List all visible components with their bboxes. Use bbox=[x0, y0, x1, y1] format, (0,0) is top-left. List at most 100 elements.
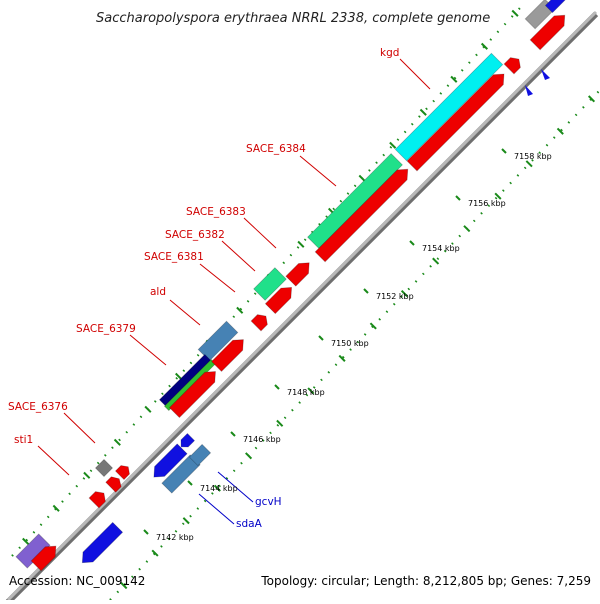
gc-dash bbox=[338, 354, 346, 362]
gc-skew-dots bbox=[11, 7, 600, 601]
gene-label-sace-6381[interactable]: SACE_6381 bbox=[144, 251, 204, 263]
backbone bbox=[6, 10, 598, 602]
cds-6379[interactable] bbox=[168, 371, 216, 419]
gene-blue-1[interactable] bbox=[153, 443, 188, 478]
gc-dash bbox=[276, 419, 284, 427]
cds-bottom[interactable] bbox=[30, 545, 57, 572]
gc-dash bbox=[587, 95, 596, 103]
gene-blue-marker[interactable] bbox=[541, 69, 550, 80]
scale-label-7154: 7154 kbp bbox=[422, 244, 460, 253]
cds-6382[interactable] bbox=[264, 286, 293, 315]
gene-blue-marker-2[interactable] bbox=[525, 85, 533, 96]
leader-sdaa bbox=[198, 493, 235, 525]
gene-kgd[interactable] bbox=[394, 52, 504, 162]
scale-label-7150: 7150 kbp bbox=[331, 339, 369, 348]
leader-6376 bbox=[63, 412, 96, 444]
gene-gcvh[interactable] bbox=[188, 443, 212, 467]
scale-tick bbox=[230, 431, 236, 437]
scale-tick bbox=[143, 529, 149, 535]
cds-6384[interactable] bbox=[314, 168, 409, 263]
scale-tick bbox=[409, 240, 415, 246]
leader-6384 bbox=[299, 155, 337, 187]
scale-ticks bbox=[143, 148, 507, 535]
gc-dash bbox=[245, 452, 253, 460]
scale-label-7152: 7152 kbp bbox=[376, 292, 414, 301]
cds-ald[interactable] bbox=[211, 339, 244, 372]
gene-purple[interactable] bbox=[15, 533, 51, 569]
gene-label-kgd[interactable]: kgd bbox=[380, 47, 399, 59]
gene-top-blue[interactable] bbox=[544, 0, 566, 14]
map-title: Saccharopolyspora erythraea NRRL 2338, c… bbox=[96, 11, 490, 26]
gc-dash bbox=[556, 127, 564, 135]
leader-6381 bbox=[199, 263, 236, 293]
leader-kgd bbox=[399, 58, 431, 90]
topology-text: Topology: circular; Length: 8,212,805 bp… bbox=[261, 574, 591, 588]
gene-label-gcvh[interactable]: gcvH bbox=[255, 496, 282, 508]
gc-dash bbox=[144, 405, 152, 413]
cds-top[interactable] bbox=[529, 14, 566, 51]
gene-label-sace-6376[interactable]: SACE_6376 bbox=[8, 401, 68, 413]
gc-dash bbox=[83, 471, 91, 479]
scale-label-7148: 7148 kbp bbox=[287, 388, 325, 397]
cds-top-2[interactable] bbox=[503, 57, 521, 75]
cds-6376[interactable] bbox=[105, 476, 122, 493]
gene-label-ald[interactable]: ald bbox=[150, 286, 166, 298]
leader-sti1 bbox=[37, 445, 70, 476]
gc-dash bbox=[358, 174, 366, 182]
gc-dash bbox=[450, 75, 458, 83]
gene-label-sdaa[interactable]: sdaA bbox=[236, 518, 263, 530]
gc-dash bbox=[494, 192, 502, 200]
gc-dash bbox=[389, 141, 397, 149]
cds-6381[interactable] bbox=[250, 314, 268, 332]
scale-label-7156: 7156 kbp bbox=[468, 199, 506, 208]
scale-tick bbox=[274, 384, 280, 390]
gc-dash bbox=[297, 240, 305, 248]
gc-dash bbox=[52, 504, 60, 512]
gc-dash bbox=[236, 306, 244, 314]
gene-label-sace-6382[interactable]: SACE_6382 bbox=[165, 229, 225, 241]
gc-dash bbox=[511, 9, 519, 17]
gc-dash bbox=[307, 387, 315, 395]
gc-dash bbox=[120, 582, 128, 590]
scale-label-7144: 7144 kbp bbox=[200, 484, 238, 493]
leader-6383 bbox=[243, 217, 277, 249]
gene-sace-6376[interactable] bbox=[94, 458, 114, 478]
scale-label-7142: 7142 kbp bbox=[156, 533, 194, 542]
cds-6383[interactable] bbox=[285, 262, 310, 287]
gc-dash bbox=[151, 549, 159, 557]
gc-dash bbox=[463, 225, 471, 233]
gene-features bbox=[15, 0, 566, 572]
gene-label-sace-6384[interactable]: SACE_6384 bbox=[246, 143, 306, 155]
gc-track-inner bbox=[109, 89, 600, 601]
scale-tick bbox=[501, 148, 507, 154]
gene-label-sace-6379[interactable]: SACE_6379 bbox=[76, 323, 136, 335]
gene-sace-6384[interactable] bbox=[307, 153, 403, 249]
gc-dash bbox=[22, 537, 30, 545]
gene-label-sace-6383[interactable]: SACE_6383 bbox=[186, 206, 246, 218]
cds-small[interactable] bbox=[114, 465, 130, 481]
gc-dash bbox=[369, 322, 377, 330]
cds-sti1[interactable] bbox=[88, 491, 106, 509]
scale-label-7146: 7146 kbp bbox=[243, 435, 281, 444]
gc-dash bbox=[213, 484, 221, 492]
gene-blue-3[interactable] bbox=[180, 432, 196, 448]
gene-sace-6383[interactable] bbox=[253, 267, 287, 301]
leader-ald bbox=[169, 299, 201, 326]
gc-dash bbox=[182, 517, 190, 525]
leader-6382 bbox=[221, 240, 256, 272]
gene-label-sti1[interactable]: sti1 bbox=[14, 434, 33, 446]
cds-kgd[interactable] bbox=[406, 73, 505, 172]
gc-dash bbox=[419, 108, 427, 116]
accession-text: Accession: NC_009142 bbox=[9, 574, 146, 588]
scale-label-7158: 7158 kbp bbox=[514, 152, 552, 161]
leader-6379 bbox=[129, 334, 167, 366]
gc-dash bbox=[400, 289, 408, 298]
scale-tick bbox=[187, 480, 193, 486]
gene-sdaa[interactable] bbox=[161, 454, 201, 494]
gene-blue-2[interactable] bbox=[81, 521, 124, 564]
gc-dash bbox=[432, 257, 440, 265]
leader-gcvh bbox=[217, 471, 254, 503]
scale-tick bbox=[318, 335, 324, 341]
